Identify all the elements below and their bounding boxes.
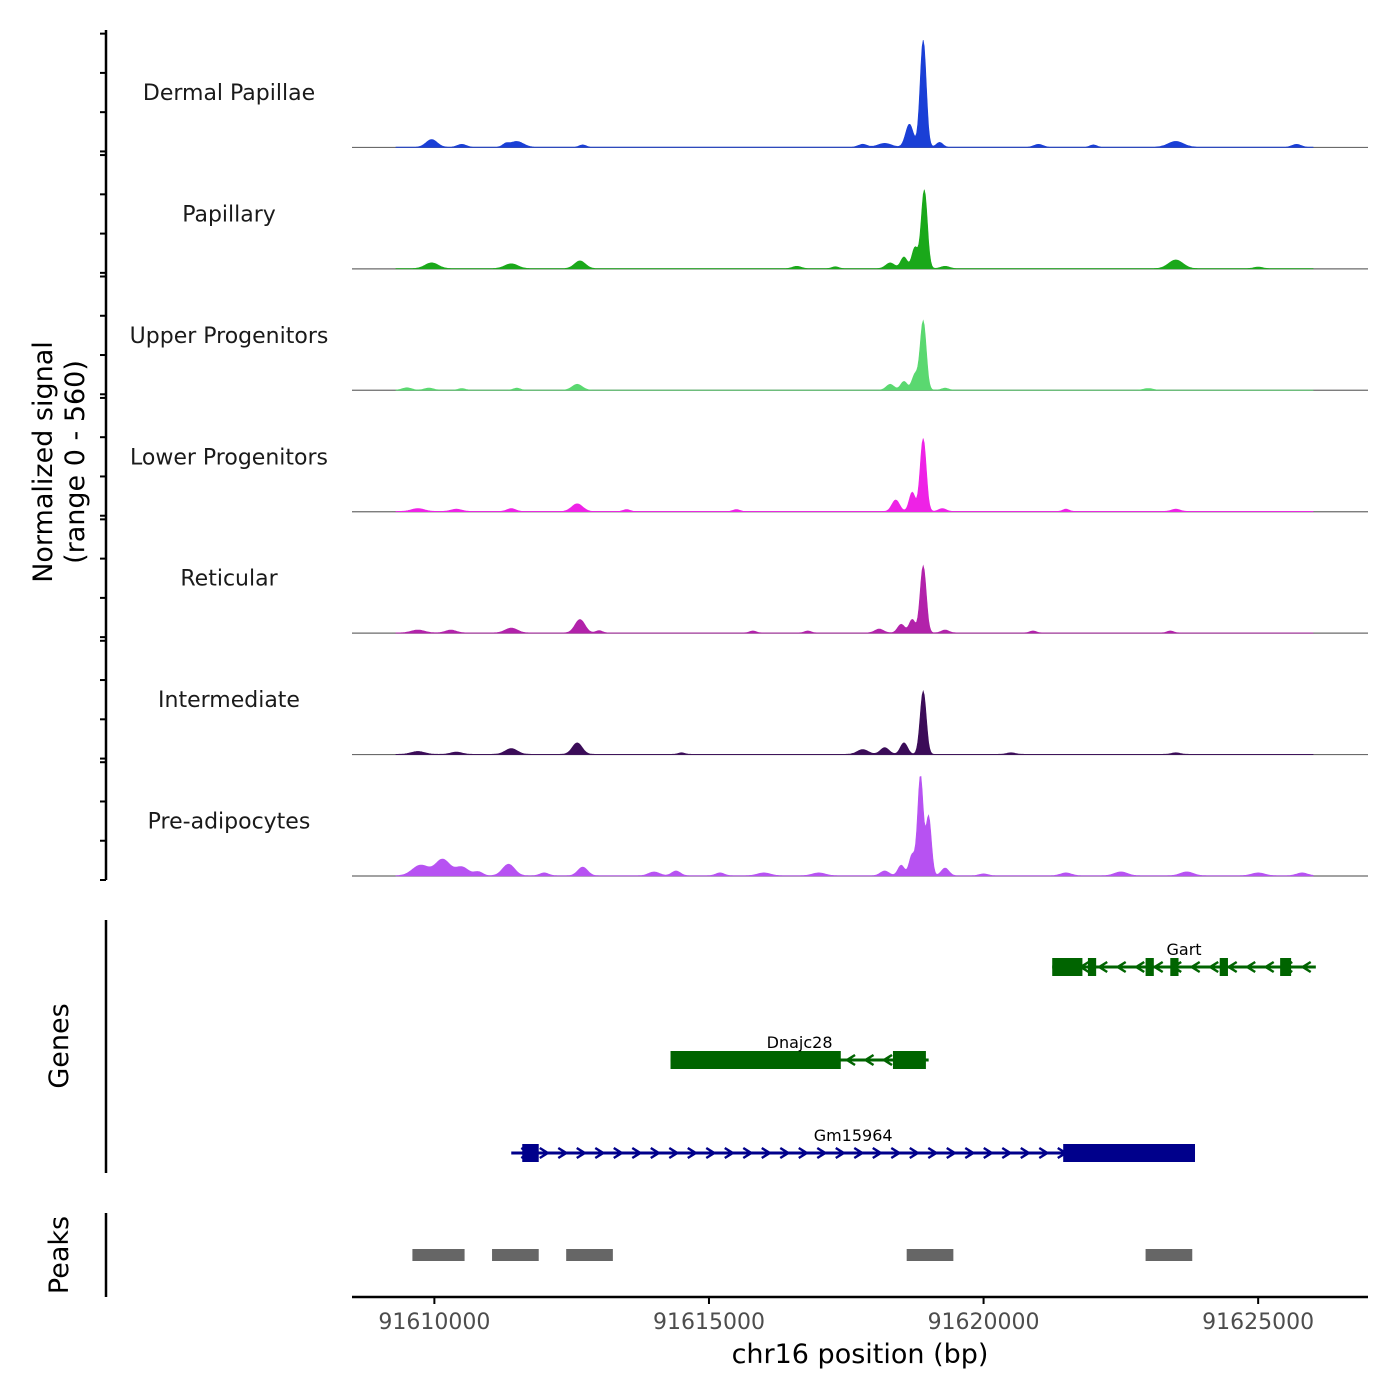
signal-track-reticular: Reticular [180,564,1368,634]
x-tick-label: 91610000 [378,1310,490,1335]
gene-label: Gart [1166,940,1201,959]
y-axis-title-line-2: (range 0 - 560) [60,360,91,564]
strand-arrow [613,1146,625,1160]
x-tick-label: 91625000 [1202,1310,1314,1335]
strand-arrow [844,1053,856,1067]
strand-arrow [1115,960,1127,974]
strand-arrow [1133,960,1145,974]
gene-exon [892,1051,926,1069]
peak-region [1145,1249,1193,1261]
track-label: Dermal Papillae [143,81,315,106]
strand-arrow [798,1146,810,1160]
strand-arrow [983,1146,995,1160]
gene-dnajc28: Dnajc28 [670,1033,929,1069]
signal-area [395,438,1314,513]
gene-exon [1280,958,1292,976]
peak-region [906,1249,954,1261]
signal-track-upper-progenitors: Upper Progenitors [130,319,1368,391]
strand-arrow [1226,960,1238,974]
gene-label: Gm15964 [814,1126,893,1145]
strand-arrow [909,1146,921,1160]
strand-arrow [1020,1146,1032,1160]
x-axis-title: chr16 position (bp) [732,1339,989,1370]
gene-gart: Gart [1052,940,1316,976]
strand-arrow [835,1146,847,1160]
track-label: Papillary [182,202,276,227]
track-label: Lower Progenitors [130,445,328,470]
gene-exon [1219,958,1228,976]
gene-exon [1087,958,1097,976]
signal-area [395,319,1314,391]
track-label: Upper Progenitors [130,324,329,349]
gene-exon [1145,958,1154,976]
strand-arrow [687,1146,699,1160]
strand-arrow [1207,960,1219,974]
strand-arrow [1263,960,1275,974]
x-tick-label: 91620000 [928,1310,1040,1335]
genes-track-title: Genes [44,1003,75,1088]
strand-arrow [539,1146,551,1160]
peak-region [566,1249,613,1261]
strand-arrow [853,1146,865,1160]
strand-arrow [742,1146,754,1160]
strand-arrow [863,1053,875,1067]
signal-track-pre-adipocytes: Pre-adipocytes [148,775,1368,877]
signal-tracks: Dermal Papillae Papillary Upper Progenitor… [130,39,1368,877]
strand-arrow [1038,1146,1050,1160]
strand-arrow [881,1053,893,1067]
x-axis: 91610000 91615000 91620000 91625000 [352,1295,1368,1335]
strand-arrow [872,1146,884,1160]
signal-track-dermal-papillae: Dermal Papillae [143,39,1368,149]
gene-exon [1170,958,1179,976]
strand-arrow [1244,960,1256,974]
strand-arrow [668,1146,680,1160]
track-label: Intermediate [158,688,300,713]
strand-arrow [890,1146,902,1160]
peaks-track-title: Peaks [44,1216,75,1294]
strand-arrow [1189,960,1201,974]
signal-area [395,189,1314,270]
track-label: Reticular [180,567,278,592]
strand-arrow [964,1146,976,1160]
strand-arrow [1300,960,1312,974]
gene-exon [522,1144,539,1162]
signal-track-papillary: Papillary [182,189,1368,270]
strand-arrow [779,1146,791,1160]
gene-exon [670,1051,841,1069]
x-tick-label: 91615000 [653,1310,765,1335]
signal-area [395,775,1314,877]
peak-region [492,1249,539,1261]
strand-arrow [576,1146,588,1160]
gene-gm15964: Gm15964 [511,1126,1196,1162]
strand-arrow [1001,1146,1013,1160]
strand-arrow [705,1146,717,1160]
signal-area [395,39,1314,148]
strand-arrow [631,1146,643,1160]
strand-arrow [761,1146,773,1160]
strand-arrow [946,1146,958,1160]
strand-arrow [724,1146,736,1160]
gene-track: Gart Dnajc28 Gm15964 [104,920,1316,1173]
strand-arrow [816,1146,828,1160]
gene-exon [1052,958,1083,976]
gene-exon [1063,1144,1196,1162]
peak-region [412,1249,465,1261]
strand-arrow [650,1146,662,1160]
strand-arrow [927,1146,939,1160]
strand-arrow [1096,960,1108,974]
strand-arrow [1152,960,1164,974]
track-label: Pre-adipocytes [148,810,311,835]
signal-track-lower-progenitors: Lower Progenitors [130,438,1368,513]
gene-label: Dnajc28 [767,1033,833,1052]
signal-area [395,689,1314,755]
y-axis-title-line-1: Normalized signal [28,341,59,583]
y-axis-layer [100,30,108,881]
strand-arrow [594,1146,606,1160]
peak-track [104,1213,1193,1297]
signal-area [395,564,1314,634]
strand-arrow [557,1146,569,1160]
signal-track-intermediate: Intermediate [158,688,1368,756]
